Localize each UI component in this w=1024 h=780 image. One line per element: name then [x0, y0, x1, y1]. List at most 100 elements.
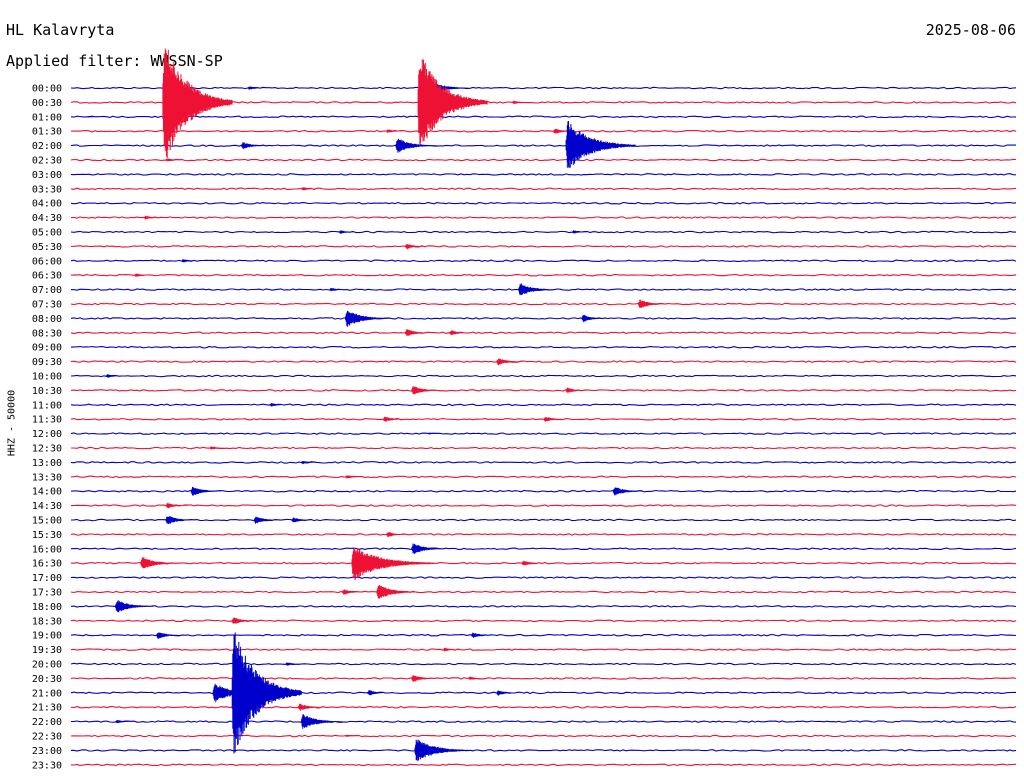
seismic-event — [156, 632, 183, 639]
seismic-event — [572, 230, 590, 234]
trace-line — [70, 677, 1017, 680]
trace-line — [70, 705, 1017, 709]
trace-label: 19:00 — [32, 631, 62, 642]
seismic-event — [411, 543, 446, 554]
trace-label: 06:30 — [32, 271, 62, 282]
seismic-event — [165, 502, 188, 509]
trace-label: 10:30 — [32, 386, 62, 397]
seismic-event — [351, 547, 434, 581]
trace-line — [70, 115, 1017, 119]
trace-label: 21:30 — [32, 703, 62, 714]
trace-label: 21:00 — [32, 688, 62, 699]
trace-label: 00:00 — [32, 84, 62, 95]
seismic-event — [521, 560, 544, 566]
seismic-event — [427, 432, 442, 435]
trace-line — [70, 230, 1016, 234]
trace-label: 23:30 — [32, 760, 62, 771]
trace-label: 09:30 — [32, 357, 62, 368]
seismic-event — [190, 486, 221, 496]
trace-line — [70, 590, 1017, 594]
seismic-event — [247, 86, 266, 90]
seismic-event — [392, 560, 419, 567]
seismic-event — [291, 517, 314, 523]
trace-line — [70, 158, 1017, 162]
trace-label: 14:00 — [32, 487, 62, 498]
seismic-event — [134, 273, 152, 277]
trace-line — [70, 331, 1017, 335]
seismic-event — [411, 386, 442, 395]
trace-label: 15:30 — [32, 530, 62, 541]
seismic-event — [386, 129, 404, 133]
trace-line — [70, 403, 1017, 407]
seismic-event — [395, 138, 438, 153]
trace-line — [71, 561, 1017, 565]
trace-line — [70, 417, 1017, 421]
trace-line — [70, 389, 1017, 392]
trace-line — [70, 691, 1016, 695]
seismic-event — [253, 516, 280, 524]
station-title: HL Kalavryta — [6, 21, 115, 39]
trace-label: 04:30 — [32, 213, 62, 224]
trace-line — [70, 461, 1017, 464]
seismic-event — [115, 720, 133, 724]
seismic-event — [162, 48, 233, 158]
seismic-event — [612, 487, 643, 496]
trace-line — [70, 273, 1017, 277]
trace-line — [70, 763, 1017, 767]
seismic-event — [165, 158, 184, 162]
trace-line — [70, 662, 1017, 666]
trace-line — [70, 317, 1017, 320]
trace-label: 03:00 — [32, 170, 62, 181]
trace-label: 18:30 — [32, 616, 62, 627]
seismic-event — [165, 516, 196, 524]
trace-line — [70, 129, 1017, 133]
trace-label: 05:00 — [32, 228, 62, 239]
trace-line — [70, 259, 1017, 263]
events — [86, 48, 668, 762]
trace-line — [70, 547, 1017, 551]
trace-line — [70, 374, 1017, 378]
seismic-event — [345, 735, 360, 737]
trace-label: 08:00 — [32, 314, 62, 325]
trace-label: 07:00 — [32, 285, 62, 296]
seismic-event — [565, 387, 588, 393]
trace-label: 08:30 — [32, 328, 62, 339]
trace-label: 13:30 — [32, 472, 62, 483]
seismic-event — [231, 632, 302, 754]
seismic-event — [105, 374, 124, 378]
trace-line — [70, 720, 1017, 723]
seismic-event — [449, 330, 472, 335]
trace-label: 16:00 — [32, 544, 62, 555]
trace-line — [70, 633, 1017, 637]
seismic-event — [405, 329, 432, 336]
seismic-event — [512, 100, 530, 104]
seismic-event — [411, 675, 438, 682]
trace-label: 11:00 — [32, 400, 62, 411]
trace-line — [71, 446, 1017, 450]
trace-label: 20:30 — [32, 674, 62, 685]
seismic-event — [468, 676, 486, 680]
trace-label: 22:30 — [32, 732, 62, 743]
seismic-event — [405, 244, 427, 250]
trace-line — [70, 749, 1017, 752]
seismic-event — [301, 461, 319, 465]
trace-line — [70, 173, 1017, 176]
seismic-event — [285, 662, 304, 666]
trace-label: 20:00 — [32, 660, 62, 671]
seismic-event — [638, 299, 668, 308]
trace-label: 02:00 — [32, 141, 62, 152]
seismic-event — [231, 617, 258, 624]
seismic-event — [581, 314, 608, 323]
traces — [70, 86, 1017, 767]
trace-line — [70, 576, 1017, 579]
seismic-event — [342, 589, 364, 595]
seismic-event — [383, 416, 405, 422]
date-label: 2025-08-06 — [925, 21, 1016, 39]
seismic-event — [297, 703, 325, 711]
trace-line — [70, 489, 1017, 493]
trace-label: 23:00 — [32, 746, 62, 757]
trace-labels: 00:00 00:30 01:00 01:30 02:00 02:30 03:00 03:30… — [32, 84, 62, 772]
seismic-event — [386, 532, 409, 537]
trace-line — [70, 475, 1017, 479]
